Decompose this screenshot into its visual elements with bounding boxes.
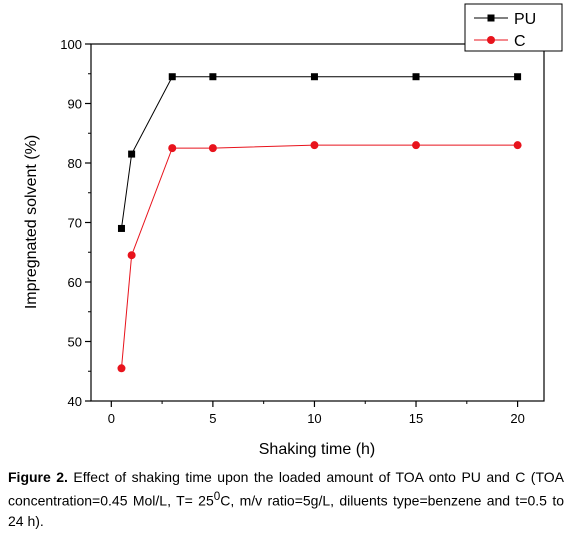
- caption-text-2: C, m/v ratio=5g/L, diluents type=benzene…: [8, 492, 564, 529]
- y-tick-label: 50: [68, 335, 82, 350]
- legend-label: C: [514, 33, 526, 50]
- data-point-pu: [209, 73, 217, 81]
- y-axis-title: Impregnated solvent (%): [23, 135, 40, 309]
- caption-superscript: 0: [213, 490, 221, 503]
- chart: 0 5 10 15 20 40 50 60 70 80 90 100 Shaking time (h)…: [23, 3, 563, 458]
- data-point-c: [168, 144, 177, 153]
- legend: PU C: [464, 3, 563, 52]
- axes: [90, 43, 545, 402]
- figure-caption: Figure 2. Effect of shaking time upon th…: [8, 467, 564, 531]
- data-point-c: [117, 364, 126, 373]
- ticks: 0 5 10 15 20 40 50 60 70 80 90 100: [60, 37, 525, 426]
- y-tick-label: 90: [68, 97, 82, 112]
- data-point-c: [412, 141, 421, 150]
- x-axis-title: Shaking time (h): [259, 441, 376, 458]
- legend-item-c: C: [474, 33, 526, 50]
- data-point-pu: [412, 73, 420, 81]
- caption-text-1: Effect of shaking time upon the loaded a…: [8, 469, 564, 509]
- series: [117, 73, 522, 373]
- plot-frame: [90, 43, 545, 402]
- y-tick-label: 40: [68, 394, 82, 409]
- legend-label: PU: [514, 11, 536, 28]
- caption-label: Figure 2.: [8, 469, 68, 485]
- legend-items: PU C: [474, 11, 536, 50]
- y-tick-label: 70: [68, 216, 82, 231]
- y-tick-label: 60: [68, 275, 82, 290]
- data-point-pu: [128, 150, 136, 158]
- series-c: [117, 141, 522, 373]
- legend-marker: [487, 14, 495, 22]
- x-tick-label: 0: [108, 411, 115, 426]
- data-point-pu: [117, 224, 125, 232]
- legend-item-pu: PU: [474, 11, 536, 28]
- series-line-pu: [120, 76, 518, 229]
- series-line-c: [120, 144, 518, 369]
- x-tick-label: 5: [209, 411, 216, 426]
- legend-marker: [487, 36, 495, 44]
- data-point-pu: [168, 73, 176, 81]
- data-point-c: [310, 141, 319, 150]
- data-point-pu: [514, 73, 522, 81]
- y-tick-label: 100: [60, 37, 82, 52]
- data-point-pu: [310, 73, 318, 81]
- legend-box: [464, 3, 563, 52]
- series-pu: [117, 73, 522, 232]
- y-tick-label: 80: [68, 156, 82, 171]
- x-tick-label: 20: [510, 411, 524, 426]
- x-tick-label: 15: [409, 411, 423, 426]
- data-point-c: [513, 141, 522, 150]
- data-point-c: [127, 251, 136, 260]
- data-point-c: [208, 144, 217, 153]
- x-tick-label: 10: [307, 411, 321, 426]
